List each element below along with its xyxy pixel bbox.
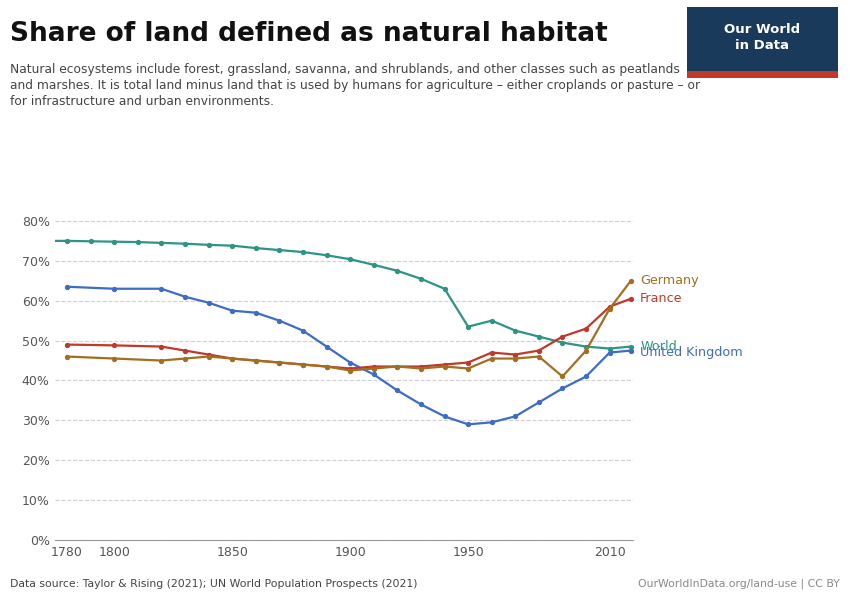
Text: Share of land defined as natural habitat: Share of land defined as natural habitat [10, 21, 608, 47]
Text: for infrastructure and urban environments.: for infrastructure and urban environment… [10, 95, 275, 109]
Text: United Kingdom: United Kingdom [640, 346, 743, 359]
Text: Germany: Germany [640, 274, 699, 287]
Text: and marshes. It is total land minus land that is used by humans for agriculture : and marshes. It is total land minus land… [10, 79, 700, 92]
Text: World: World [640, 340, 677, 353]
Text: Data source: Taylor & Rising (2021); UN World Population Prospects (2021): Data source: Taylor & Rising (2021); UN … [10, 579, 417, 589]
Text: Our World
in Data: Our World in Data [724, 23, 801, 52]
Text: Natural ecosystems include forest, grassland, savanna, and shrublands, and other: Natural ecosystems include forest, grass… [10, 63, 680, 76]
Text: OurWorldInData.org/land-use | CC BY: OurWorldInData.org/land-use | CC BY [638, 578, 840, 589]
Text: France: France [640, 292, 683, 305]
